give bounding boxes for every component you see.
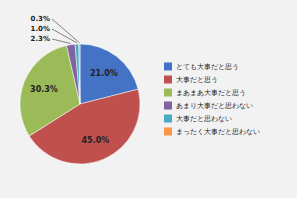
data-label: 0.3% — [31, 15, 50, 23]
legend-item: とても大事だと思う — [164, 63, 239, 71]
legend-item: まったく大事だと思わない — [164, 128, 260, 136]
legend: とても大事だと思う大事だと思うまあまあ大事だと思うあまり大事だと思わない大事だと… — [164, 63, 260, 136]
legend-swatch — [164, 76, 172, 84]
legend-swatch — [164, 63, 172, 71]
data-label: 30.3% — [30, 85, 58, 94]
legend-label: まあまあ大事だと思う — [176, 89, 246, 97]
legend-item: まあまあ大事だと思う — [164, 89, 246, 97]
legend-swatch — [164, 128, 172, 136]
legend-label: とても大事だと思う — [176, 63, 239, 71]
legend-swatch — [164, 89, 172, 97]
pie: 21.0% 45.0% 30.3% 2.3% 1.0% 0.3% — [20, 15, 140, 164]
legend-item: 大事だと思う — [164, 76, 218, 84]
leader-line — [52, 29, 77, 43]
chart: 21.0% 45.0% 30.3% 2.3% 1.0% 0.3% とても大事だと思う大事だと… — [0, 0, 297, 198]
slice — [75, 44, 80, 104]
legend-label: 大事だと思わない — [176, 115, 232, 123]
legend-swatch — [164, 115, 172, 123]
data-label: 45.0% — [82, 136, 110, 145]
legend-label: 大事だと思う — [176, 76, 218, 84]
data-labels: 21.0% 45.0% 30.3% 2.3% 1.0% 0.3% — [30, 15, 118, 144]
data-label: 1.0% — [31, 25, 50, 33]
legend-swatch — [164, 102, 172, 110]
legend-item: あまり大事だと思わない — [164, 102, 253, 110]
slice — [67, 44, 80, 104]
data-label: 2.3% — [31, 35, 50, 43]
legend-item: 大事だと思わない — [164, 115, 232, 123]
legend-label: まったく大事だと思わない — [176, 128, 260, 136]
leader-line — [52, 19, 79, 43]
leader-line — [52, 39, 71, 44]
slices — [20, 44, 140, 164]
slice — [79, 44, 80, 104]
legend-label: あまり大事だと思わない — [176, 102, 253, 110]
data-label: 21.0% — [90, 69, 118, 78]
